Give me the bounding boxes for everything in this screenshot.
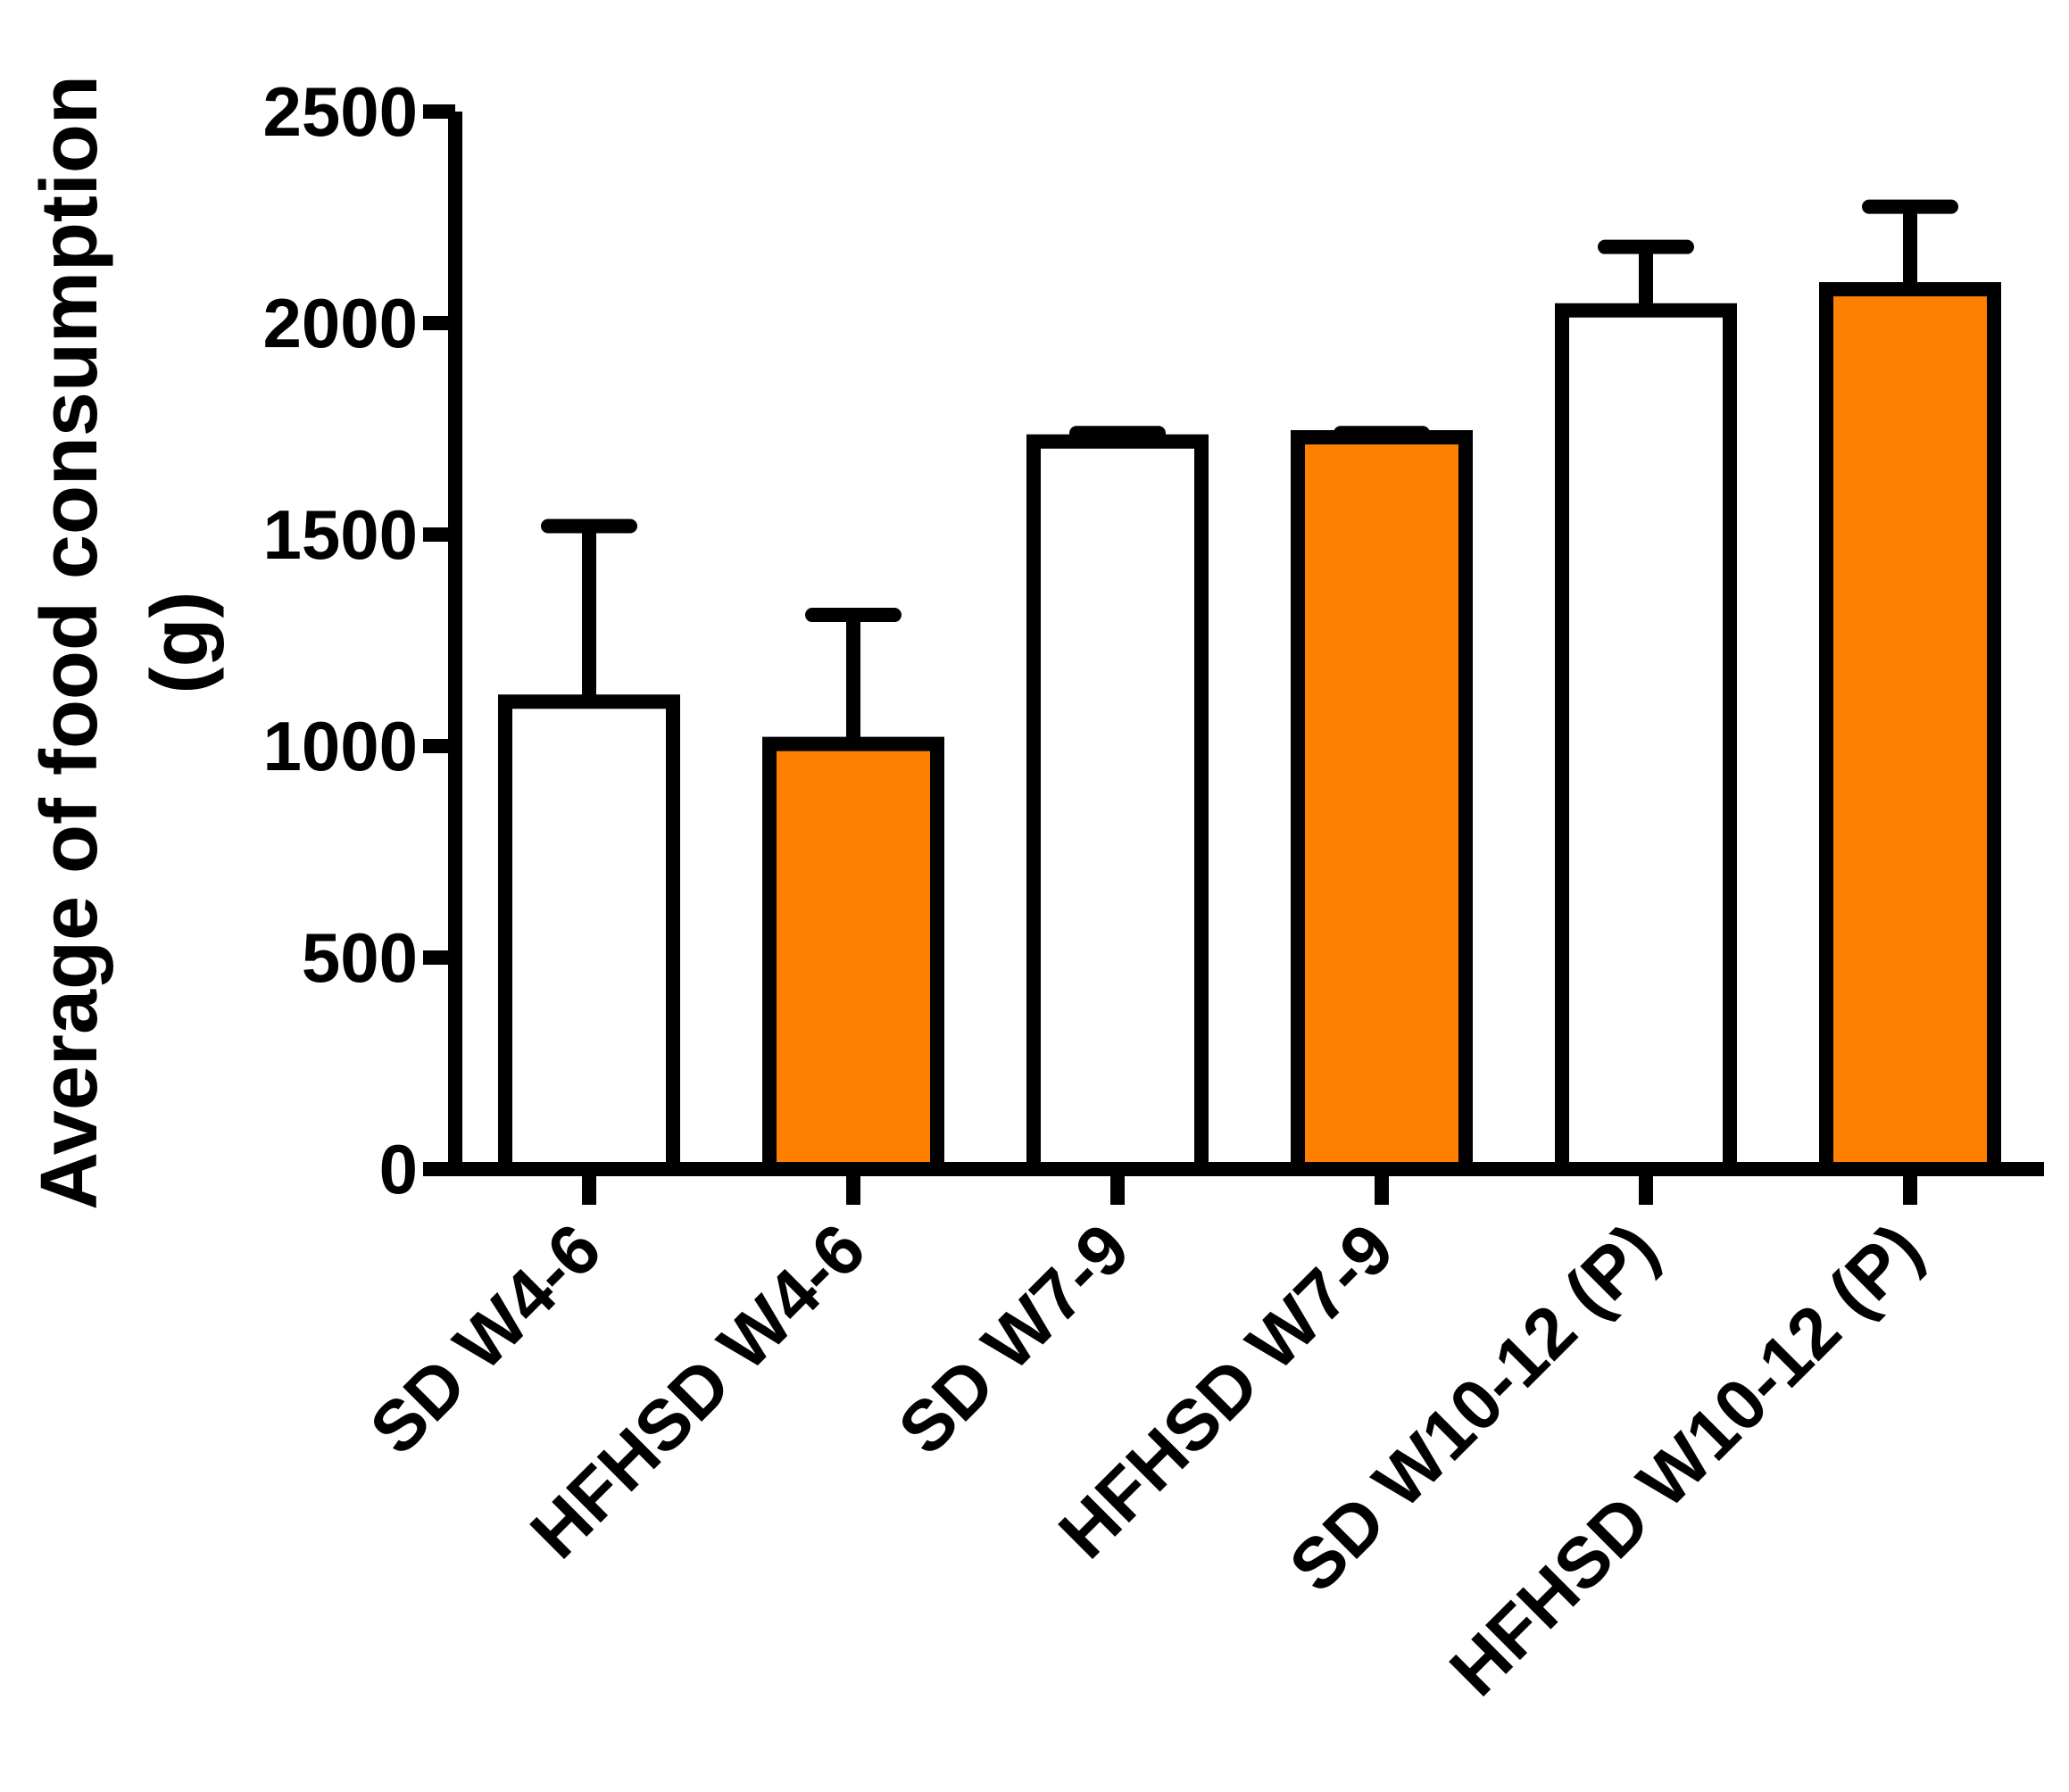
- bar-1: [762, 736, 944, 1176]
- bar-5: [1819, 282, 2001, 1176]
- y-tick-label-1: 500: [302, 918, 418, 997]
- bar-4: [1555, 303, 1737, 1176]
- y-tick-label-0: 0: [379, 1130, 418, 1208]
- bar-2: [1026, 434, 1209, 1177]
- y-tick-label-3: 1500: [262, 495, 418, 574]
- x-tick-label-2: SD W7-9: [884, 1208, 1144, 1469]
- x-tick-label-5: HFHSD W10-12 (P): [1434, 1208, 1937, 1711]
- y-tick-label-2: 1000: [262, 707, 418, 785]
- y-tick-label-5: 2500: [262, 72, 418, 151]
- y-axis-title: Average of food consumption: [25, 75, 114, 1210]
- bar-3: [1291, 429, 1473, 1177]
- y-axis: 0 500 1000 1500 2000 2500: [262, 72, 462, 1208]
- bar-0: [498, 694, 680, 1176]
- y-tick-label-4: 2000: [262, 284, 418, 362]
- error-bars: [541, 199, 1958, 744]
- y-axis-unit: (g): [136, 592, 225, 694]
- y-axis-label: Average of food consumption (g): [25, 75, 225, 1210]
- x-tick-label-0: SD W4-6: [355, 1208, 616, 1469]
- bars: [498, 282, 2001, 1177]
